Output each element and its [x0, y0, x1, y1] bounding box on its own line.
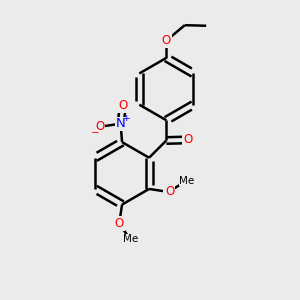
Text: O: O [165, 185, 175, 198]
Text: O: O [164, 185, 173, 198]
Text: O: O [115, 218, 124, 230]
Text: Me: Me [123, 234, 138, 244]
Text: O: O [118, 99, 128, 112]
Text: −: − [91, 128, 99, 138]
Text: Me: Me [179, 176, 194, 186]
Text: N: N [116, 117, 125, 130]
Text: O: O [162, 34, 171, 47]
Text: +: + [122, 114, 129, 123]
Text: O: O [183, 134, 192, 146]
Text: O: O [95, 120, 104, 133]
Text: O: O [115, 218, 124, 230]
